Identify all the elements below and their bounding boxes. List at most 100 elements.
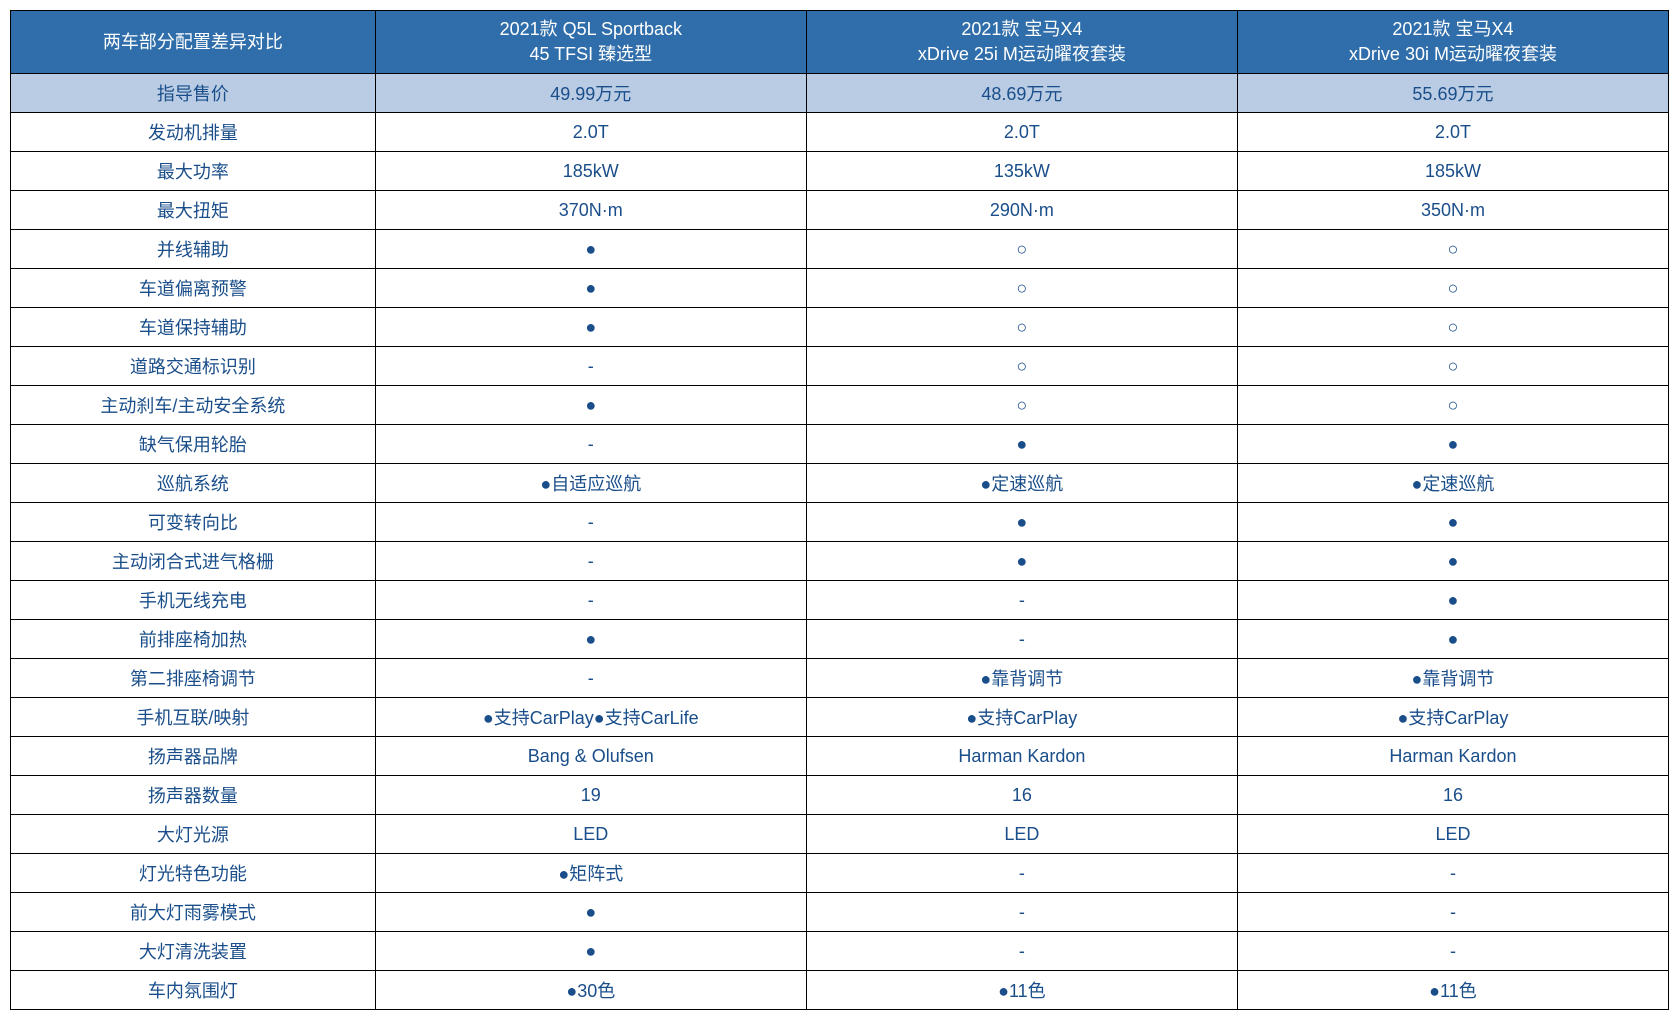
table-row: 车内氛围灯●30色●11色●11色 bbox=[11, 971, 1669, 1010]
car-2-line1: 2021款 宝马X4 bbox=[1392, 19, 1513, 39]
row-value: ●矩阵式 bbox=[375, 854, 806, 893]
row-label: 车内氛围灯 bbox=[11, 971, 376, 1010]
table-row: 灯光特色功能●矩阵式-- bbox=[11, 854, 1669, 893]
header-label-cell: 两车部分配置差异对比 bbox=[11, 11, 376, 74]
row-value: ○ bbox=[1237, 308, 1668, 347]
row-label: 第二排座椅调节 bbox=[11, 659, 376, 698]
row-label: 大灯光源 bbox=[11, 815, 376, 854]
row-label: 可变转向比 bbox=[11, 503, 376, 542]
row-label: 扬声器品牌 bbox=[11, 737, 376, 776]
price-value-2: 55.69万元 bbox=[1237, 74, 1668, 113]
row-label: 道路交通标识别 bbox=[11, 347, 376, 386]
price-value-0: 49.99万元 bbox=[375, 74, 806, 113]
row-label: 发动机排量 bbox=[11, 113, 376, 152]
row-value: ● bbox=[1237, 425, 1668, 464]
table-row: 最大扭矩370N·m290N·m350N·m bbox=[11, 191, 1669, 230]
table-row: 发动机排量2.0T2.0T2.0T bbox=[11, 113, 1669, 152]
row-value: - bbox=[1237, 893, 1668, 932]
row-value: - bbox=[375, 581, 806, 620]
row-label: 扬声器数量 bbox=[11, 776, 376, 815]
row-value: Harman Kardon bbox=[806, 737, 1237, 776]
row-value: LED bbox=[806, 815, 1237, 854]
table-row: 手机无线充电--● bbox=[11, 581, 1669, 620]
row-value: ○ bbox=[806, 308, 1237, 347]
row-value: ○ bbox=[1237, 230, 1668, 269]
table-header: 两车部分配置差异对比 2021款 Q5L Sportback 45 TFSI 臻… bbox=[11, 11, 1669, 74]
row-label: 灯光特色功能 bbox=[11, 854, 376, 893]
row-value: 185kW bbox=[1237, 152, 1668, 191]
row-value: ●11色 bbox=[1237, 971, 1668, 1010]
table-row: 主动刹车/主动安全系统●○○ bbox=[11, 386, 1669, 425]
row-value: - bbox=[806, 932, 1237, 971]
row-value: - bbox=[1237, 854, 1668, 893]
row-value: - bbox=[375, 347, 806, 386]
table-body: 指导售价 49.99万元 48.69万元 55.69万元 发动机排量2.0T2.… bbox=[11, 74, 1669, 1010]
table-row: 并线辅助●○○ bbox=[11, 230, 1669, 269]
row-value: ● bbox=[375, 269, 806, 308]
row-value: ● bbox=[1237, 581, 1668, 620]
car-0-line1: 2021款 Q5L Sportback bbox=[500, 19, 682, 39]
row-value: - bbox=[806, 620, 1237, 659]
table-row: 大灯光源LEDLEDLED bbox=[11, 815, 1669, 854]
table-row: 前排座椅加热●-● bbox=[11, 620, 1669, 659]
car-1-line1: 2021款 宝马X4 bbox=[961, 19, 1082, 39]
row-value: 2.0T bbox=[1237, 113, 1668, 152]
row-value: ○ bbox=[1237, 347, 1668, 386]
row-value: ●定速巡航 bbox=[806, 464, 1237, 503]
table-row: 扬声器品牌Bang & OlufsenHarman KardonHarman K… bbox=[11, 737, 1669, 776]
row-value: - bbox=[375, 503, 806, 542]
row-value: - bbox=[375, 425, 806, 464]
header-car-2: 2021款 宝马X4 xDrive 30i M运动曜夜套装 bbox=[1237, 11, 1668, 74]
row-value: ●支持CarPlay●支持CarLife bbox=[375, 698, 806, 737]
table-row: 主动闭合式进气格栅-●● bbox=[11, 542, 1669, 581]
row-value: - bbox=[806, 893, 1237, 932]
row-label: 巡航系统 bbox=[11, 464, 376, 503]
row-label: 前排座椅加热 bbox=[11, 620, 376, 659]
row-value: Harman Kardon bbox=[1237, 737, 1668, 776]
row-value: ●靠背调节 bbox=[1237, 659, 1668, 698]
row-label: 车道偏离预警 bbox=[11, 269, 376, 308]
header-car-1: 2021款 宝马X4 xDrive 25i M运动曜夜套装 bbox=[806, 11, 1237, 74]
row-value: ● bbox=[1237, 503, 1668, 542]
header-car-0: 2021款 Q5L Sportback 45 TFSI 臻选型 bbox=[375, 11, 806, 74]
row-value: 2.0T bbox=[375, 113, 806, 152]
table-row: 手机互联/映射●支持CarPlay●支持CarLife●支持CarPlay●支持… bbox=[11, 698, 1669, 737]
row-value: ●支持CarPlay bbox=[806, 698, 1237, 737]
row-value: ○ bbox=[806, 347, 1237, 386]
row-value: ● bbox=[806, 542, 1237, 581]
row-value: - bbox=[806, 854, 1237, 893]
table-row: 车道偏离预警●○○ bbox=[11, 269, 1669, 308]
row-value: 16 bbox=[1237, 776, 1668, 815]
row-value: ● bbox=[375, 932, 806, 971]
row-label: 手机无线充电 bbox=[11, 581, 376, 620]
row-value: 2.0T bbox=[806, 113, 1237, 152]
car-2-line2: xDrive 30i M运动曜夜套装 bbox=[1349, 44, 1557, 64]
table-row: 最大功率185kW135kW185kW bbox=[11, 152, 1669, 191]
row-value: ●靠背调节 bbox=[806, 659, 1237, 698]
row-value: 370N·m bbox=[375, 191, 806, 230]
row-label: 缺气保用轮胎 bbox=[11, 425, 376, 464]
price-row: 指导售价 49.99万元 48.69万元 55.69万元 bbox=[11, 74, 1669, 113]
row-value: ○ bbox=[806, 386, 1237, 425]
row-value: Bang & Olufsen bbox=[375, 737, 806, 776]
table-row: 巡航系统●自适应巡航●定速巡航●定速巡航 bbox=[11, 464, 1669, 503]
row-value: ● bbox=[375, 386, 806, 425]
row-value: ○ bbox=[1237, 269, 1668, 308]
row-value: 16 bbox=[806, 776, 1237, 815]
row-label: 大灯清洗装置 bbox=[11, 932, 376, 971]
car-0-line2: 45 TFSI 臻选型 bbox=[529, 44, 652, 64]
row-value: ● bbox=[1237, 542, 1668, 581]
row-value: LED bbox=[375, 815, 806, 854]
row-value: ●11色 bbox=[806, 971, 1237, 1010]
table-row: 缺气保用轮胎-●● bbox=[11, 425, 1669, 464]
table-row: 前大灯雨雾模式●-- bbox=[11, 893, 1669, 932]
price-value-1: 48.69万元 bbox=[806, 74, 1237, 113]
row-value: ● bbox=[375, 308, 806, 347]
row-value: ● bbox=[375, 230, 806, 269]
row-value: 350N·m bbox=[1237, 191, 1668, 230]
row-value: ● bbox=[375, 620, 806, 659]
car-1-line2: xDrive 25i M运动曜夜套装 bbox=[918, 44, 1126, 64]
row-value: - bbox=[806, 581, 1237, 620]
table-row: 可变转向比-●● bbox=[11, 503, 1669, 542]
table-row: 车道保持辅助●○○ bbox=[11, 308, 1669, 347]
